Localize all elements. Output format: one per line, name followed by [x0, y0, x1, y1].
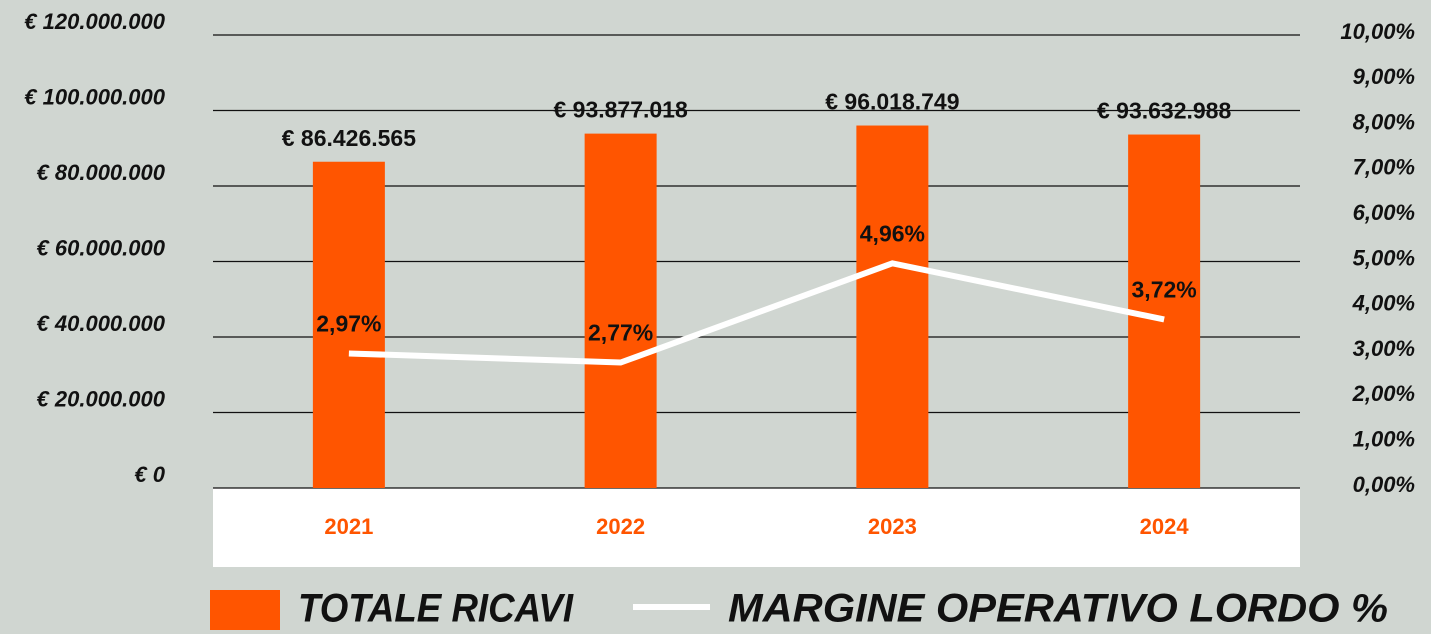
- bar: [584, 133, 657, 488]
- y2-tick-label: 4,00%: [1352, 291, 1415, 316]
- y-tick-label: € 120.000.000: [24, 9, 165, 34]
- y2-tick-label: 2,00%: [1352, 381, 1415, 406]
- y2-tick-label: 7,00%: [1353, 155, 1415, 180]
- x-tick-label: 2021: [324, 514, 373, 539]
- y-tick-label: € 100.000.000: [24, 84, 165, 109]
- y2-tick-label: 6,00%: [1353, 200, 1415, 225]
- y2-tick-label: 10,00%: [1340, 19, 1415, 44]
- x-tick-label: 2023: [868, 514, 917, 539]
- y2-tick-label: 9,00%: [1353, 64, 1415, 89]
- bar-value-label: € 93.877.018: [553, 97, 688, 123]
- bar: [312, 161, 385, 488]
- y-tick-label: € 60.000.000: [37, 235, 166, 260]
- y2-tick-label: 8,00%: [1353, 109, 1415, 134]
- bar-value-label: € 96.018.749: [825, 89, 959, 115]
- y2-tick-label: 1,00%: [1353, 427, 1415, 452]
- line-value-label: 3,72%: [1132, 277, 1197, 303]
- legend-swatch: [210, 590, 280, 630]
- y-tick-label: € 0: [134, 462, 165, 487]
- y-tick-label: € 80.000.000: [37, 160, 166, 185]
- y-tick-label: € 20.000.000: [37, 386, 166, 411]
- bar-value-label: € 86.426.565: [282, 125, 417, 151]
- bar: [856, 125, 929, 488]
- y2-tick-label: 0,00%: [1353, 472, 1415, 497]
- line-value-label: 2,77%: [588, 320, 653, 346]
- category-band: [213, 488, 1300, 567]
- x-tick-label: 2024: [1140, 514, 1190, 539]
- line-value-label: 2,97%: [316, 311, 381, 337]
- bar: [1128, 134, 1201, 489]
- line-value-label: 4,96%: [860, 220, 925, 246]
- legend-label: MARGINE OPERATIVO LORDO %: [728, 587, 1388, 631]
- bar-value-label: € 93.632.988: [1097, 98, 1232, 124]
- legend-label: TOTALE RICAVI: [298, 587, 574, 631]
- y2-tick-label: 3,00%: [1353, 336, 1415, 361]
- y2-tick-label: 5,00%: [1353, 245, 1415, 270]
- x-tick-label: 2022: [596, 514, 645, 539]
- y-tick-label: € 40.000.000: [37, 311, 166, 336]
- line: [348, 260, 1165, 366]
